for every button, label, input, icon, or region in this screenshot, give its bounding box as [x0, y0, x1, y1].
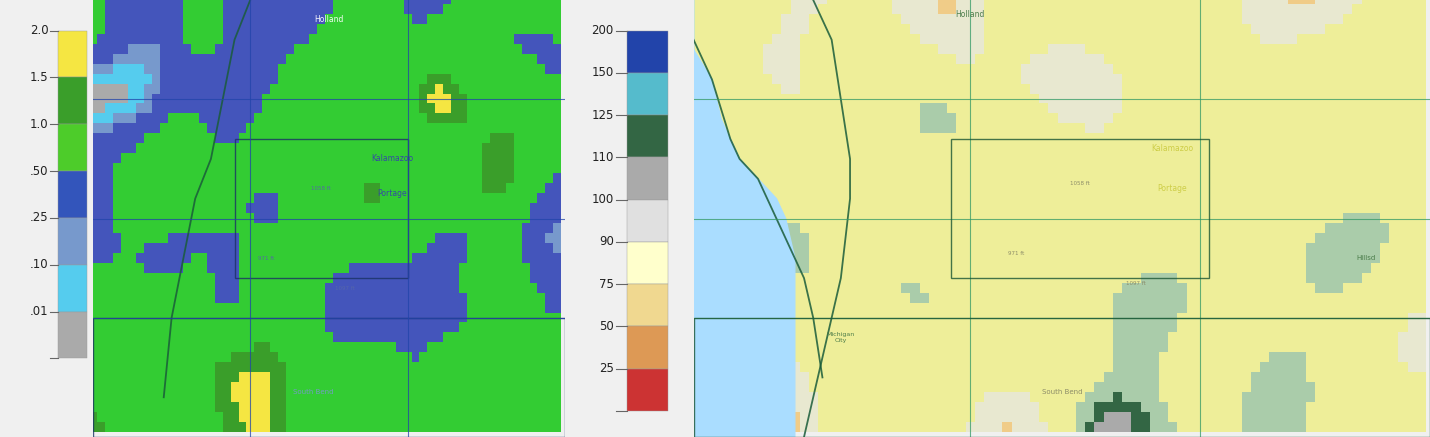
Bar: [626, 326, 668, 368]
Bar: [694, 318, 1430, 437]
Text: 150: 150: [592, 66, 613, 80]
Text: 75: 75: [599, 277, 613, 291]
Text: 2.0: 2.0: [30, 24, 49, 37]
Text: 25: 25: [599, 362, 613, 375]
Text: Michigan
City: Michigan City: [119, 352, 146, 363]
Text: South Bend: South Bend: [1041, 389, 1083, 395]
Bar: [626, 115, 668, 157]
Text: 1.0: 1.0: [30, 118, 49, 131]
Bar: [93, 318, 565, 437]
Text: 125: 125: [592, 108, 613, 121]
Text: 971 ft: 971 ft: [257, 256, 275, 261]
Text: Holland: Holland: [315, 15, 343, 24]
Text: .25: .25: [30, 212, 49, 224]
Text: .10: .10: [30, 258, 49, 271]
Text: Michigan
City: Michigan City: [827, 332, 855, 343]
Bar: [626, 73, 668, 115]
Text: Hillsd: Hillsd: [1356, 255, 1376, 261]
Text: Holland: Holland: [955, 10, 984, 19]
Bar: [626, 200, 668, 242]
Bar: [626, 284, 668, 326]
Text: 50: 50: [599, 320, 613, 333]
Bar: [626, 157, 668, 200]
Bar: [626, 242, 668, 284]
Bar: [235, 139, 408, 278]
Text: 110: 110: [592, 151, 613, 164]
Text: Portage: Portage: [378, 189, 406, 198]
Text: 971 ft: 971 ft: [1008, 251, 1024, 256]
Text: 90: 90: [599, 235, 613, 248]
Text: 1097 ft: 1097 ft: [1125, 281, 1145, 285]
Text: Kalamazoo: Kalamazoo: [1151, 145, 1193, 153]
Text: Kalamazoo: Kalamazoo: [370, 154, 413, 163]
Text: Portage: Portage: [1157, 184, 1187, 193]
Text: 1097 ft: 1097 ft: [335, 285, 355, 291]
Bar: [626, 31, 668, 73]
Text: 100: 100: [592, 193, 613, 206]
Polygon shape: [694, 0, 795, 437]
Text: .01: .01: [30, 305, 49, 318]
Text: 1058 ft: 1058 ft: [312, 186, 330, 191]
Bar: [626, 368, 668, 411]
Text: Hillsd: Hillsd: [492, 255, 512, 261]
Text: 1.5: 1.5: [30, 71, 49, 84]
Text: 1058 ft: 1058 ft: [1070, 181, 1090, 186]
Text: 200: 200: [592, 24, 613, 37]
Text: South Bend: South Bend: [293, 389, 333, 395]
Bar: [951, 139, 1210, 278]
Text: .50: .50: [30, 165, 49, 177]
